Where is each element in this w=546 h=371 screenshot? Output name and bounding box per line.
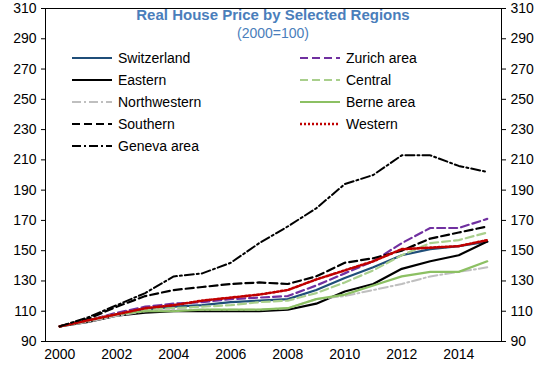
svg-text:170: 170 (13, 212, 37, 228)
svg-text:310: 310 (511, 0, 535, 16)
svg-text:2008: 2008 (272, 346, 303, 362)
svg-text:310: 310 (13, 0, 37, 16)
svg-text:290: 290 (511, 30, 535, 46)
html-text:Northwestern: Northwestern (118, 94, 202, 110)
svg-text:2006: 2006 (215, 346, 246, 362)
svg-text:2014: 2014 (443, 346, 474, 362)
svg-text:2010: 2010 (329, 346, 360, 362)
html-text:Berne area: Berne area (346, 94, 416, 110)
svg-text:190: 190 (13, 182, 37, 198)
svg-text:210: 210 (511, 151, 535, 167)
svg-text:110: 110 (511, 303, 534, 319)
svg-text:150: 150 (511, 242, 535, 258)
svg-text:230: 230 (511, 121, 535, 137)
svg-text:210: 210 (13, 151, 37, 167)
html-text:Central: Central (346, 72, 392, 88)
html-text:Geneva area: Geneva area (118, 138, 199, 154)
svg-text:90: 90 (511, 333, 527, 349)
svg-text:230: 230 (13, 121, 37, 137)
html-text:Western: Western (346, 116, 398, 132)
svg-text:2004: 2004 (158, 346, 189, 362)
svg-text:90: 90 (21, 333, 37, 349)
svg-text:270: 270 (13, 61, 37, 77)
svg-text:130: 130 (13, 272, 37, 288)
svg-text:250: 250 (511, 91, 535, 107)
html-text:Real House Price by Selected R: Real House Price by Selected Regions (136, 6, 410, 23)
svg-text:270: 270 (511, 61, 535, 77)
svg-text:290: 290 (13, 30, 37, 46)
svg-text:190: 190 (511, 182, 535, 198)
svg-text:150: 150 (13, 242, 37, 258)
svg-text:170: 170 (511, 212, 535, 228)
html-text:Switzerland: Switzerland (118, 50, 191, 66)
svg-text:2012: 2012 (386, 346, 417, 362)
svg-text:250: 250 (13, 91, 37, 107)
html-text:Zurich area: Zurich area (346, 50, 417, 66)
svg-text:110: 110 (14, 303, 37, 319)
html-text:(2000=100): (2000=100) (237, 25, 309, 41)
svg-text:2002: 2002 (101, 346, 132, 362)
html-text:Southern: Southern (118, 116, 175, 132)
svg-text:130: 130 (511, 272, 535, 288)
svg-text:2000: 2000 (44, 346, 75, 362)
html-text:Eastern: Eastern (118, 72, 167, 88)
